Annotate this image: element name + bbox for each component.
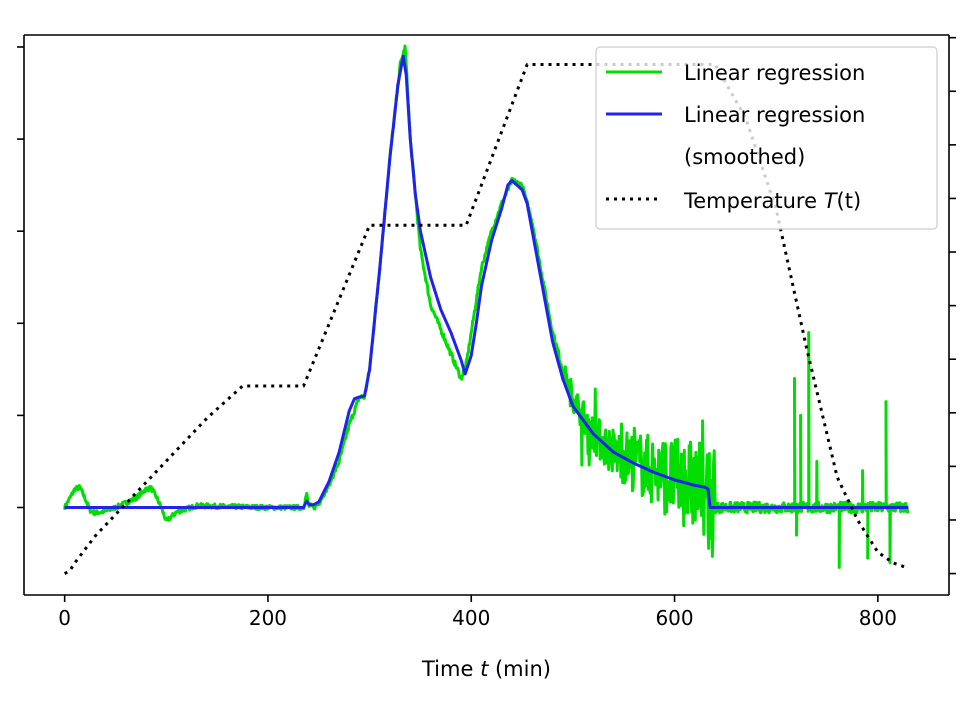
- legend-label-smoothed-suffix: (smoothed): [684, 145, 805, 169]
- x-axis-label-variable: t: [480, 657, 489, 681]
- x-tick-label-200: 200: [249, 606, 287, 630]
- series-line-temperature-t-t: [63, 62, 909, 575]
- x-tick-label-800: 800: [859, 606, 897, 630]
- legend-label-temperature: Temperature T(t): [683, 189, 861, 213]
- legend-label-temperature-arg: (t): [837, 189, 862, 213]
- x-axis-label-unit: (min): [488, 657, 551, 681]
- legend: Linear regression Linear regression (smo…: [595, 46, 938, 230]
- legend-label-temperature-var: T: [824, 189, 839, 213]
- x-tick-label-0: 0: [58, 606, 71, 630]
- legend-frame: [595, 46, 938, 230]
- series-layer: [63, 44, 910, 575]
- legend-label-linear-regression-smoothed: Linear regression: [684, 103, 865, 127]
- legend-label-temperature-text: Temperature: [683, 189, 824, 213]
- x-axis-label-text: Time: [421, 657, 480, 681]
- x-tick-label-400: 400: [452, 606, 490, 630]
- plot-area: [63, 44, 910, 575]
- y-axis-left: [17, 46, 24, 509]
- x-axis: 0 200 400 600 800: [58, 595, 897, 630]
- x-tick-label-600: 600: [655, 606, 693, 630]
- legend-label-linear-regression: Linear regression: [684, 61, 865, 85]
- y-axis-right: [949, 36, 956, 575]
- x-axis-label: Time t (min): [421, 657, 551, 681]
- series-line-linear-regression-smoothed: [64, 54, 909, 509]
